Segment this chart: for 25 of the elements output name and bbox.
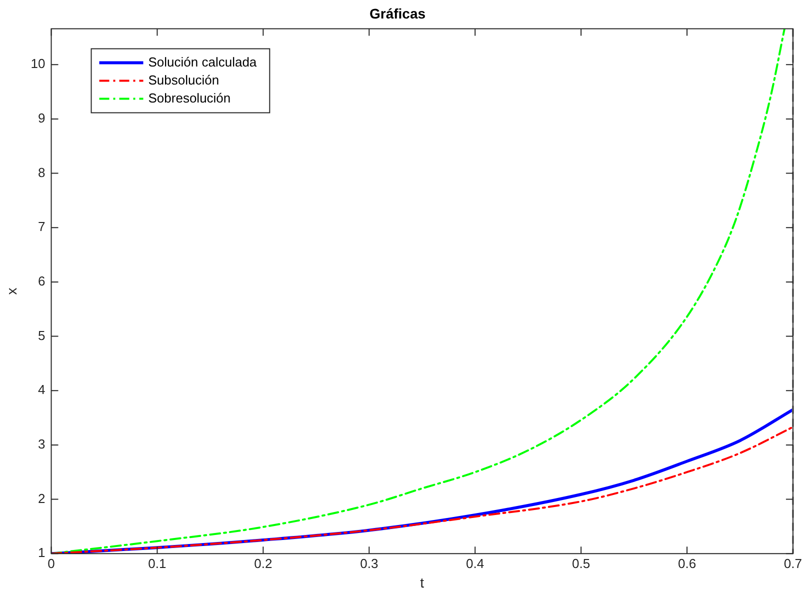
x-tick-label: 0.2 xyxy=(254,556,272,571)
x-tick-label: 0.6 xyxy=(678,556,696,571)
x-tick-label: 0.1 xyxy=(148,556,166,571)
y-tick-label: 10 xyxy=(30,56,46,72)
x-tick-label: 0.4 xyxy=(466,556,484,571)
y-tick-label: 8 xyxy=(38,164,46,180)
x-tick-label: 0.7 xyxy=(784,556,802,571)
line-series xyxy=(51,28,786,554)
legend-label: Solución calculada xyxy=(148,54,258,70)
y-tick-label: 4 xyxy=(38,382,46,398)
chart-title: Gráficas xyxy=(369,5,426,22)
x-tick-label: 0.3 xyxy=(360,556,378,571)
legend-label: Sobresolución xyxy=(148,90,231,106)
y-tick-label: 6 xyxy=(38,274,46,289)
y-tick-label: 3 xyxy=(38,436,46,452)
y-tick-label: 2 xyxy=(38,490,46,506)
y-tick-label: 5 xyxy=(38,328,46,343)
y-tick-label: 9 xyxy=(38,110,46,126)
legend-label: Subsolución xyxy=(148,72,220,88)
y-axis-title: x xyxy=(3,288,20,295)
y-tick-label: 7 xyxy=(38,219,46,234)
x-tick-label: 0 xyxy=(48,556,55,571)
y-tick-label: 1 xyxy=(38,545,46,560)
x-tick-label: 0.5 xyxy=(572,556,590,571)
x-axis-title: t xyxy=(420,574,424,590)
